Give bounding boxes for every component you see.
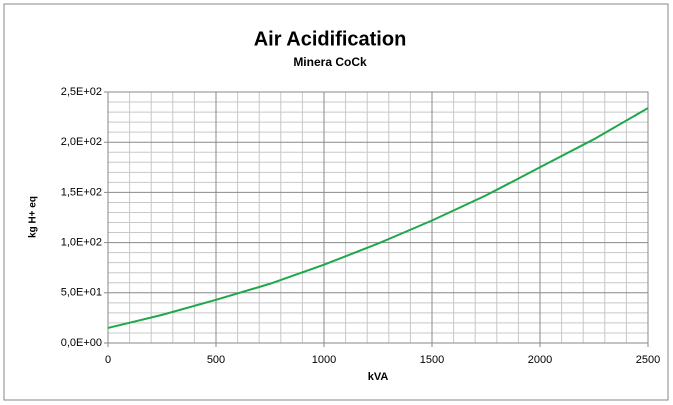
chart-subtitle: Minera CoCk [293, 55, 367, 69]
y-tick-label: 2,5E+02 [61, 86, 102, 98]
plot-border [107, 91, 649, 344]
y-axis-title: kg H+ eq [28, 196, 39, 238]
y-tick-label: 2,0E+02 [61, 136, 102, 148]
x-axis-title: kVA [368, 371, 389, 383]
y-tick-label: 1,0E+02 [61, 237, 102, 249]
x-tick-label: 1500 [420, 354, 444, 366]
x-tick-label: 1000 [312, 354, 336, 366]
y-tick-label: 5,0E+01 [61, 287, 102, 299]
chart-title: Air Acidification [254, 28, 407, 50]
x-tick-label: 0 [105, 354, 111, 366]
x-tick-label: 2500 [636, 354, 660, 366]
y-tick-label: 1,5E+02 [61, 186, 102, 198]
x-tick-label: 2000 [528, 354, 552, 366]
line [107, 107, 649, 329]
y-tick-label: 0,0E+00 [61, 337, 102, 349]
x-tick-label: 500 [207, 354, 225, 366]
